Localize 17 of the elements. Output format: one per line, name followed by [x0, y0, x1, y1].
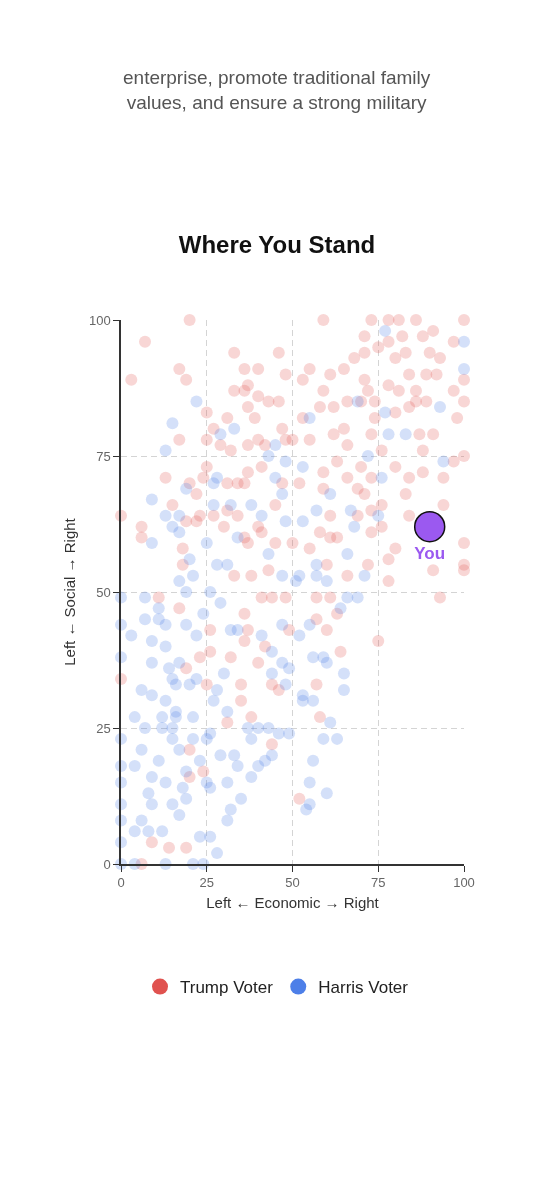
x-tick-label: 100	[453, 875, 475, 891]
chart-title: Where You Stand	[178, 231, 376, 259]
y-tick-label: 50	[96, 584, 111, 600]
text: enterprise, promote traditional family values, and ensure a strong military	[123, 67, 431, 113]
x-tick-label: 0	[117, 875, 125, 891]
x-axis-title: Left ← Economic → Right	[206, 893, 380, 911]
series-label: You	[414, 544, 446, 564]
x-tick-label: 75	[371, 875, 386, 891]
y-tick-label: 25	[96, 720, 111, 736]
y-tick-label: 0	[103, 856, 111, 872]
x-tick-label: 25	[199, 875, 214, 891]
y-axis-title: Left ← Social → Right	[60, 517, 78, 666]
y-tick-label: 75	[96, 448, 111, 464]
x-tick-label: 50	[285, 875, 300, 891]
y-tick-label: 100	[88, 312, 111, 328]
legend-label: Harris Voter	[318, 978, 409, 998]
legend-label: Trump Voter	[180, 978, 274, 998]
